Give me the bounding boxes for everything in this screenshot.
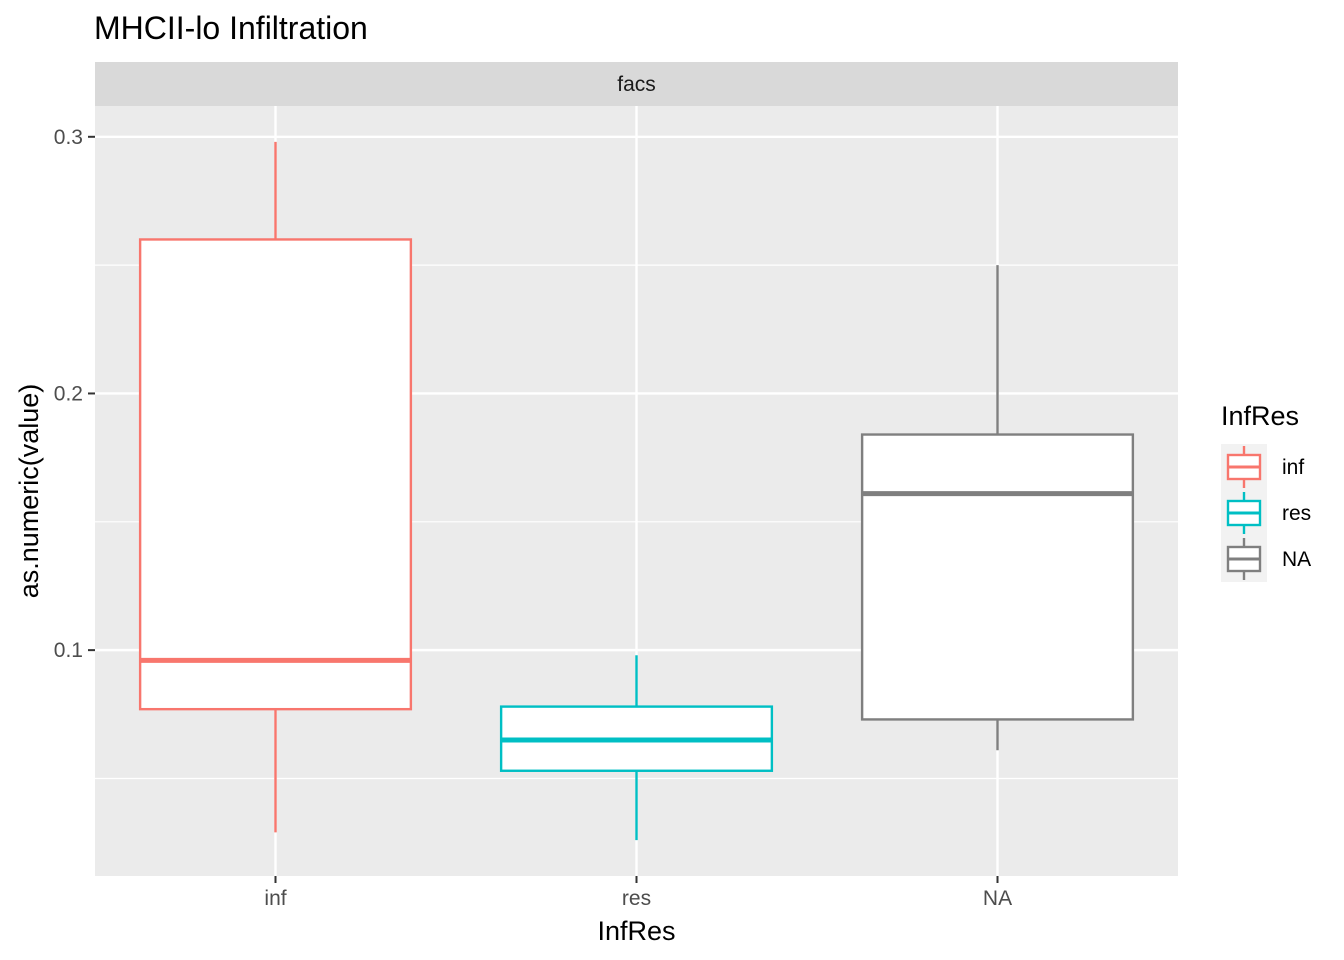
x-tick-label: NA [983, 887, 1012, 910]
legend-label: res [1282, 502, 1311, 525]
legend-label: NA [1282, 548, 1311, 571]
facet-strip [95, 62, 1178, 106]
box-iqr [860, 433, 1135, 721]
legend: InfRes inf res NA [1221, 401, 1311, 582]
facet-strip-label: facs [617, 73, 656, 96]
box-iqr [138, 238, 413, 711]
legend-label: inf [1282, 456, 1304, 479]
x-tick-label: res [622, 887, 651, 910]
legend-entry-res: res [1221, 490, 1311, 536]
box-inf [138, 141, 413, 833]
legend-title: InfRes [1221, 401, 1299, 431]
box-res [499, 655, 774, 841]
y-axis-label: as.numeric(value) [14, 384, 44, 599]
legend-entry-inf: inf [1221, 444, 1304, 490]
axes: 0.1 0.2 0.3 inf res NA [54, 126, 1012, 910]
chart-title: MHCII-lo Infiltration [94, 10, 368, 46]
y-tick-label: 0.1 [54, 639, 83, 662]
y-tick-label: 0.2 [54, 382, 83, 405]
boxes [138, 141, 1135, 841]
box-NA [860, 265, 1135, 751]
x-tick-label: inf [264, 887, 286, 910]
y-tick-label: 0.3 [54, 126, 83, 149]
x-axis-label: InfRes [597, 916, 675, 946]
legend-entry-NA: NA [1221, 536, 1311, 582]
